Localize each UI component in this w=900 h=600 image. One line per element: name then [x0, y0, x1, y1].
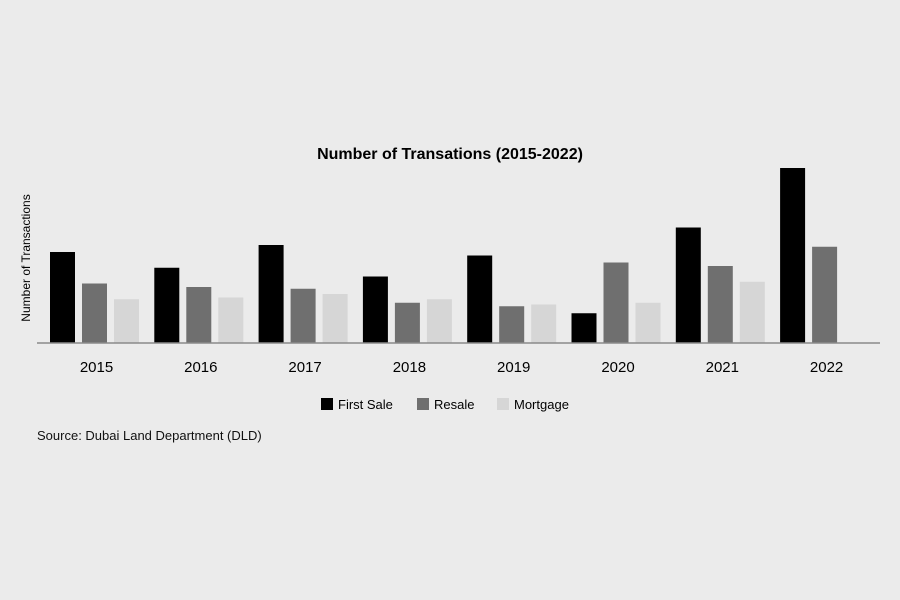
bar-2017-resale — [290, 288, 316, 343]
legend-swatch-first-sale — [321, 398, 333, 410]
legend-label-mortgage: Mortgage — [514, 397, 569, 412]
x-tick-label: 2016 — [184, 359, 217, 376]
legend-label-resale: Resale — [434, 397, 474, 412]
bar-2016-resale — [186, 287, 212, 343]
x-tick-label: 2018 — [393, 359, 426, 376]
bar-2015-resale — [82, 283, 107, 343]
bar-2015-first-sale — [50, 252, 75, 343]
bar-2016-mortgage — [218, 297, 244, 343]
bar-2019-first-sale — [467, 255, 493, 343]
bar-2021-first-sale — [675, 227, 701, 343]
bar-2018-first-sale — [362, 276, 388, 343]
legend-swatch-mortgage — [497, 398, 509, 410]
bar-2021-mortgage — [739, 281, 765, 343]
bar-2015-mortgage — [114, 299, 139, 343]
bars-group — [50, 168, 838, 343]
legend-swatch-resale — [417, 398, 429, 410]
x-tick-label: 2020 — [601, 359, 634, 376]
x-tick-label: 2021 — [706, 359, 739, 376]
x-tick-label: 2022 — [810, 359, 843, 376]
bar-2018-mortgage — [426, 299, 452, 343]
bar-2022-first-sale — [780, 168, 806, 343]
x-tick-label: 2019 — [497, 359, 530, 376]
y-axis-label: Number of Transactions — [19, 194, 33, 321]
bar-2022-resale — [812, 246, 838, 343]
bar-2019-mortgage — [531, 304, 557, 343]
legend: First Sale Resale Mortgage — [321, 397, 569, 412]
x-tick-labels: 2015 2016 2017 2018 2019 2020 2021 2022 — [80, 359, 843, 376]
chart-title: Number of Transations (2015-2022) — [317, 146, 583, 163]
bar-2019-resale — [499, 306, 525, 343]
bar-2020-resale — [603, 262, 629, 343]
bar-2017-first-sale — [258, 245, 284, 343]
bar-2017-mortgage — [322, 294, 348, 343]
x-tick-label: 2017 — [288, 359, 321, 376]
bar-2021-resale — [707, 266, 733, 343]
bar-2020-mortgage — [635, 302, 661, 343]
bar-2020-first-sale — [571, 313, 597, 343]
legend-label-first-sale: First Sale — [338, 397, 393, 412]
x-tick-label: 2015 — [80, 359, 113, 376]
source-note: Source: Dubai Land Department (DLD) — [37, 428, 262, 443]
bar-2018-resale — [394, 302, 420, 343]
bar-2016-first-sale — [154, 267, 180, 343]
